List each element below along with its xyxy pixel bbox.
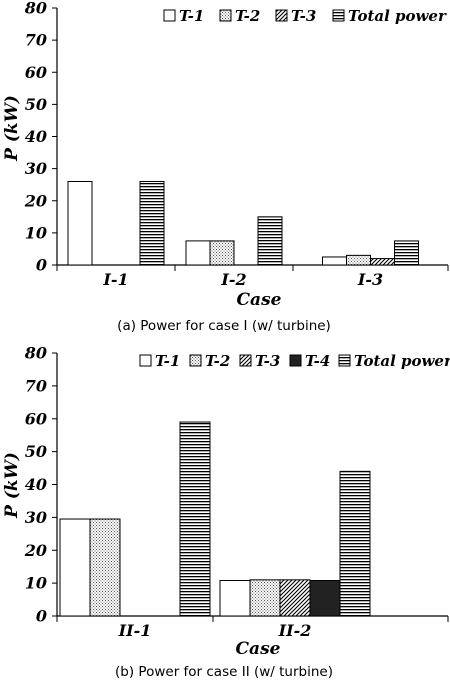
x-axis: II-1 II-2	[56, 616, 449, 640]
y-tick-label: 30	[25, 508, 47, 527]
bars	[59, 421, 371, 617]
x-tick-label: II-1	[118, 621, 152, 640]
y-tick-label: 80	[24, 0, 47, 18]
y-tick-label: 50	[25, 442, 47, 461]
bar-total-power	[257, 216, 283, 266]
x-tick-label: II-2	[278, 621, 312, 640]
legend-label: T-4	[305, 352, 330, 370]
legend-label: Total power	[348, 7, 447, 25]
bar-t-1	[59, 518, 91, 617]
y-tick-label: 30	[25, 159, 47, 178]
y-tick-label: 20	[24, 191, 47, 210]
legend-label: T-1	[155, 352, 180, 370]
legend-label: T-2	[205, 352, 230, 370]
y-axis: 0 10 20 30 40 50 60 70 80	[24, 344, 57, 626]
y-tick-label: 0	[36, 607, 47, 626]
y-tick-label: 70	[25, 31, 47, 50]
bar-t-3	[370, 258, 395, 266]
y-tick-label: 60	[25, 409, 47, 428]
chart-caption: (b) Power for case II (w/ turbine)	[115, 664, 333, 680]
bar-t-2	[346, 254, 371, 266]
x-tick-label: I-1	[102, 270, 128, 289]
y-tick-label: 10	[25, 223, 47, 242]
y-axis-title: P (kW)	[2, 452, 22, 519]
legend-label: T-3	[255, 352, 280, 370]
legend-label: T-1	[179, 7, 204, 25]
y-tick-label: 0	[36, 256, 47, 275]
bar-total-power	[339, 470, 371, 617]
bar-t-1	[185, 240, 211, 266]
legend-swatch	[289, 354, 302, 367]
y-tick-label: 70	[25, 376, 47, 395]
plot-area	[56, 8, 448, 266]
legend-label: Total power	[354, 352, 450, 370]
y-tick-label: 60	[25, 63, 47, 82]
x-tick-label: I-2	[220, 270, 246, 289]
legend-label: T-2	[235, 7, 260, 25]
bar-t-2	[89, 518, 121, 617]
legend-swatch	[139, 354, 152, 367]
legend-swatch	[163, 9, 176, 22]
x-axis-title: Case	[237, 290, 282, 310]
bar-total-power	[139, 180, 165, 266]
legend: T-1 T-2 T-3 T-4 Total power	[139, 352, 450, 370]
y-tick-label: 20	[24, 541, 47, 560]
x-axis: I-1 I-2 I-3	[56, 265, 449, 289]
bar-t-4	[309, 579, 341, 617]
bar-total-power	[394, 240, 419, 266]
bar-t-1	[322, 256, 347, 266]
bar-t-1	[219, 579, 251, 617]
legend: T-1 T-2 T-3 Total power	[163, 7, 447, 25]
legend-swatch	[189, 354, 202, 367]
x-tick-label: I-3	[357, 270, 383, 289]
y-tick-label: 40	[25, 475, 47, 494]
y-tick-label: 50	[25, 95, 47, 114]
y-tick-label: 40	[25, 127, 47, 146]
legend-swatch	[275, 9, 288, 22]
legend-swatch	[239, 354, 252, 367]
bars	[67, 180, 419, 266]
bar-t-2	[249, 579, 281, 617]
chart-caption: (a) Power for case I (w/ turbine)	[117, 318, 331, 334]
legend-swatch	[332, 9, 345, 22]
bar-total-power	[179, 421, 211, 617]
y-tick-label: 80	[24, 344, 47, 363]
x-axis-title: Case	[236, 639, 281, 659]
chart-case-i: 0 10 20 30 40 50 60 70 80 I-1 I-2 I-3 T-1 T-2 T-3 Tot…	[2, 0, 449, 334]
y-axis-title: P (kW)	[2, 95, 22, 162]
legend-swatch	[338, 354, 351, 367]
y-axis: 0 10 20 30 40 50 60 70 80	[24, 0, 57, 275]
bar-t-2	[209, 240, 235, 266]
y-tick-label: 10	[25, 574, 47, 593]
bar-t-3	[279, 579, 311, 617]
bar-t-1	[67, 180, 93, 266]
legend-swatch	[219, 9, 232, 22]
legend-label: T-3	[291, 7, 316, 25]
